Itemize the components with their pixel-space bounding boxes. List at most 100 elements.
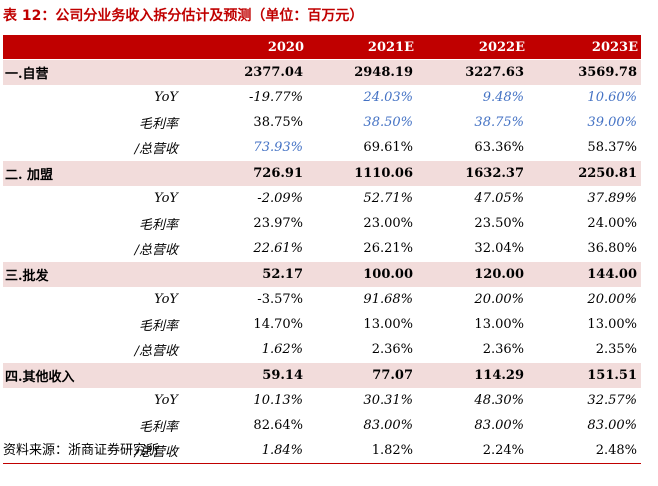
metric-value-cell: 2.36% bbox=[371, 342, 413, 357]
section-label: 三.批发 bbox=[3, 261, 190, 287]
metric-value-cell: 32.57% bbox=[587, 393, 637, 408]
metric-value-cell: 58.37% bbox=[587, 140, 637, 155]
metric-label: YoY bbox=[154, 292, 178, 307]
metric-value-cell: 38.50% bbox=[363, 115, 413, 130]
metric-value-cell: 2.48% bbox=[528, 438, 641, 464]
metric-label: YoY bbox=[154, 393, 178, 408]
metric-value-cell: 32.04% bbox=[474, 241, 524, 256]
section-value-cell: 144.00 bbox=[528, 261, 641, 287]
metric-value-cell: 2.24% bbox=[417, 438, 528, 464]
metric-value-cell: 73.93% bbox=[253, 140, 303, 155]
section-value-cell: 77.07 bbox=[307, 362, 417, 388]
metric-row: 毛利率 23.97% 23.00% 23.50% 24.00% bbox=[3, 211, 641, 236]
metric-value-cell: 24.03% bbox=[363, 90, 413, 105]
section-value-cell: 726.91 bbox=[190, 160, 307, 186]
metric-value-cell: 47.05% bbox=[474, 191, 524, 206]
revenue-breakdown-table: 2020 2021E 2022E 2023E 一.自营 2377.04 2948.1… bbox=[3, 35, 641, 464]
metric-label: YoY bbox=[154, 90, 178, 105]
section-value-cell: 120.00 bbox=[417, 261, 528, 287]
metric-label: /总营收 bbox=[134, 142, 178, 157]
section-value-cell: 3227.63 bbox=[417, 59, 528, 85]
source-note: 资料来源：浙商证券研究所 bbox=[3, 443, 160, 458]
metric-value-cell: -19.77% bbox=[249, 90, 303, 105]
metric-row: YoY 10.13% 30.31% 48.30% 32.57% bbox=[3, 388, 641, 413]
metric-value-cell: 22.61% bbox=[253, 241, 303, 256]
metric-value-cell: 82.64% bbox=[253, 418, 303, 433]
section-label: 二. 加盟 bbox=[3, 160, 190, 186]
metric-row: 毛利率 38.75% 38.50% 38.75% 39.00% bbox=[3, 110, 641, 135]
metric-value-cell: -2.09% bbox=[257, 191, 303, 206]
metric-row: 毛利率 82.64% 83.00% 83.00% 83.00% bbox=[3, 413, 641, 438]
section-row: 三.批发 52.17 100.00 120.00 144.00 bbox=[3, 261, 641, 287]
metric-value-cell: 63.36% bbox=[474, 140, 524, 155]
section-value-cell: 1632.37 bbox=[417, 160, 528, 186]
section-row: 二. 加盟 726.91 1110.06 1632.37 2250.81 bbox=[3, 160, 641, 186]
section-value-cell: 100.00 bbox=[307, 261, 417, 287]
metric-value-cell: 69.61% bbox=[363, 140, 413, 155]
metric-row: /总营收 1.84% 1.82% 2.24% 2.48% bbox=[3, 438, 641, 464]
metric-row: 毛利率 14.70% 13.00% 13.00% 13.00% bbox=[3, 312, 641, 337]
metric-value-cell: 23.00% bbox=[363, 216, 413, 231]
metric-value-cell: 48.30% bbox=[474, 393, 524, 408]
metric-value-cell: 10.60% bbox=[587, 90, 637, 105]
metric-value-cell: 83.00% bbox=[474, 418, 524, 433]
metric-value-cell: 83.00% bbox=[587, 418, 637, 433]
metric-row: YoY -19.77% 24.03% 9.48% 10.60% bbox=[3, 85, 641, 110]
metric-value-cell: 83.00% bbox=[363, 418, 413, 433]
header-cell: 2022E bbox=[417, 35, 528, 60]
metric-label: 毛利率 bbox=[138, 319, 178, 334]
metric-row: YoY -2.09% 52.71% 47.05% 37.89% bbox=[3, 186, 641, 211]
metric-value-cell: 39.00% bbox=[587, 115, 637, 130]
metric-value-cell: 20.00% bbox=[474, 292, 524, 307]
header-cell: 2021E bbox=[307, 35, 417, 60]
metric-row: /总营收 73.93% 69.61% 63.36% 58.37% bbox=[3, 135, 641, 161]
metric-value-cell: 36.80% bbox=[587, 241, 637, 256]
section-value-cell: 2250.81 bbox=[528, 160, 641, 186]
metric-value-cell: 2.35% bbox=[595, 342, 637, 357]
metric-value-cell: 1.62% bbox=[261, 342, 303, 357]
metric-value-cell: 2.36% bbox=[482, 342, 524, 357]
metric-row: /总营收 22.61% 26.21% 32.04% 36.80% bbox=[3, 236, 641, 262]
metric-value-cell: 23.97% bbox=[253, 216, 303, 231]
section-value-cell: 1110.06 bbox=[307, 160, 417, 186]
header-cell bbox=[3, 35, 190, 60]
section-label: 一.自营 bbox=[3, 59, 190, 85]
metric-label: 毛利率 bbox=[138, 420, 178, 435]
metric-value-cell: 37.89% bbox=[587, 191, 637, 206]
metric-label: 毛利率 bbox=[138, 218, 178, 233]
metric-row: /总营收 1.62% 2.36% 2.36% 2.35% bbox=[3, 337, 641, 363]
metric-label: /总营收 bbox=[3, 438, 190, 464]
section-row: 四.其他收入 59.14 77.07 114.29 151.51 bbox=[3, 362, 641, 388]
section-value-cell: 52.17 bbox=[190, 261, 307, 287]
header-cell: 2020 bbox=[190, 35, 307, 60]
metric-value-cell: 52.71% bbox=[363, 191, 413, 206]
table-title: 表 12：公司分业务收入拆分估计及预测（单位：百万元） bbox=[3, 8, 364, 24]
metric-value-cell: 13.00% bbox=[474, 317, 524, 332]
section-value-cell: 2377.04 bbox=[190, 59, 307, 85]
metric-value-cell: 1.82% bbox=[307, 438, 417, 464]
metric-value-cell: 14.70% bbox=[253, 317, 303, 332]
metric-value-cell: 30.31% bbox=[363, 393, 413, 408]
section-label: 四.其他收入 bbox=[3, 362, 190, 388]
metric-value-cell: 1.84% bbox=[190, 438, 307, 464]
metric-value-cell: 13.00% bbox=[363, 317, 413, 332]
section-value-cell: 151.51 bbox=[528, 362, 641, 388]
metric-label: YoY bbox=[154, 191, 178, 206]
metric-value-cell: 10.13% bbox=[253, 393, 303, 408]
section-value-cell: 3569.78 bbox=[528, 59, 641, 85]
section-value-cell: 59.14 bbox=[190, 362, 307, 388]
metric-row: YoY -3.57% 91.68% 20.00% 20.00% bbox=[3, 287, 641, 312]
section-value-cell: 2948.19 bbox=[307, 59, 417, 85]
metric-value-cell: 23.50% bbox=[474, 216, 524, 231]
metric-value-cell: 20.00% bbox=[587, 292, 637, 307]
section-row: 一.自营 2377.04 2948.19 3227.63 3569.78 bbox=[3, 59, 641, 85]
table-header-row: 2020 2021E 2022E 2023E bbox=[3, 35, 641, 60]
section-value-cell: 114.29 bbox=[417, 362, 528, 388]
header-cell: 2023E bbox=[528, 35, 641, 60]
metric-label: /总营收 bbox=[134, 243, 178, 258]
metric-value-cell: 9.48% bbox=[482, 90, 524, 105]
metric-value-cell: 91.68% bbox=[363, 292, 413, 307]
metric-label: /总营收 bbox=[134, 344, 178, 359]
metric-value-cell: 26.21% bbox=[363, 241, 413, 256]
metric-value-cell: 24.00% bbox=[587, 216, 637, 231]
